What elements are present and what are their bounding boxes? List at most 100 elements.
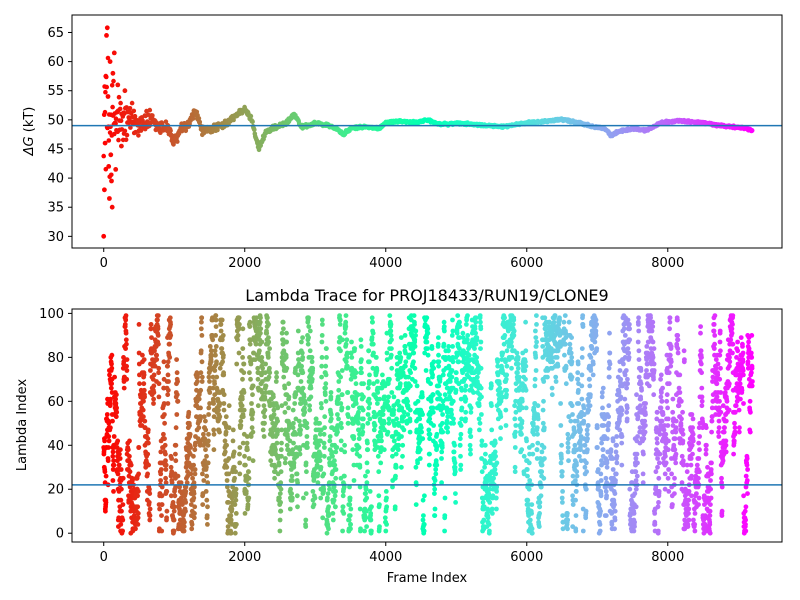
lambda-point: [509, 365, 514, 371]
lambda-point: [312, 495, 318, 501]
lambda-point: [345, 420, 351, 426]
lambda-point: [459, 416, 464, 422]
lambda-point: [303, 460, 309, 466]
lambda-point: [426, 427, 432, 433]
lambda-point: [109, 381, 114, 387]
lambda-point: [210, 337, 216, 343]
lambda-point: [297, 423, 303, 428]
lambda-point: [362, 528, 367, 534]
lambda-point: [234, 522, 239, 527]
lambda-point: [225, 524, 231, 529]
lambda-point: [300, 370, 306, 376]
delta-g-y-tick-label: 65: [47, 26, 64, 41]
lambda-point: [260, 365, 265, 371]
lambda-point: [172, 504, 177, 510]
lambda-point: [534, 322, 539, 327]
lambda-point: [191, 491, 197, 496]
lambda-point: [236, 350, 242, 356]
lambda-point: [479, 438, 485, 444]
delta-g-point: [749, 128, 755, 133]
lambda-point: [376, 469, 382, 475]
lambda-point: [420, 394, 425, 400]
lambda-point: [186, 409, 192, 415]
lambda-point: [431, 423, 436, 428]
lambda-point: [120, 517, 126, 523]
lambda-point: [388, 352, 394, 358]
delta-g-point: [105, 55, 111, 61]
lambda-point: [550, 359, 555, 365]
lambda-point: [151, 383, 157, 389]
lambda-point: [123, 337, 129, 343]
lambda-point: [570, 412, 575, 417]
lambda-point: [478, 326, 484, 332]
lambda-point: [557, 333, 563, 338]
lambda-point: [247, 341, 253, 347]
lambda-point: [345, 390, 351, 395]
lambda-point: [259, 355, 265, 360]
lambda-point: [309, 376, 315, 382]
delta-g-point: [131, 108, 137, 114]
lambda-point: [497, 381, 502, 387]
lambda-point: [477, 427, 482, 433]
lambda-point: [173, 458, 179, 464]
lambda-point: [448, 407, 454, 413]
delta-g-outlier-point: [122, 88, 128, 94]
delta-g-outlier-point: [101, 233, 107, 239]
lambda-point: [452, 460, 458, 466]
lambda-point: [364, 480, 370, 486]
lambda-point: [319, 405, 324, 411]
lambda-point: [163, 451, 168, 457]
lambda-point: [133, 526, 138, 532]
lambda-point: [295, 372, 301, 378]
lambda-point: [559, 442, 564, 448]
lambda-point: [217, 414, 223, 420]
lambda-point: [137, 381, 142, 387]
lambda-point: [427, 431, 433, 437]
lambda-point: [553, 374, 559, 380]
lambda-point: [417, 456, 423, 461]
lambda-point: [217, 429, 222, 435]
lambda-point: [406, 374, 411, 380]
lambda-point: [173, 484, 179, 490]
lambda-point: [462, 387, 468, 393]
lambda-point: [468, 447, 473, 453]
lambda-point: [446, 344, 451, 349]
lambda-point: [171, 517, 177, 523]
lambda-point: [278, 486, 284, 492]
lambda-point: [367, 489, 373, 494]
lambda-point: [127, 469, 133, 475]
lambda-point: [434, 445, 440, 450]
lambda-point: [103, 473, 109, 479]
lambda-point: [514, 350, 520, 356]
lambda-point: [284, 330, 289, 336]
lambda-point: [337, 322, 343, 327]
lambda-point: [452, 442, 457, 448]
lambda-point: [534, 425, 540, 431]
lambda-point: [203, 418, 208, 424]
lambda-point: [318, 401, 324, 406]
lambda-point: [445, 425, 450, 431]
lambda-point: [458, 462, 464, 468]
lambda-point: [203, 489, 209, 494]
lambda-point: [224, 442, 230, 448]
lambda-point: [459, 387, 465, 393]
lambda-point: [233, 491, 239, 496]
lambda-point: [473, 319, 479, 325]
lambda-point: [259, 339, 265, 345]
lambda-point: [428, 381, 433, 387]
lambda-point: [240, 440, 246, 446]
lambda-point: [364, 460, 370, 466]
lambda-point: [238, 423, 244, 428]
lambda-point: [147, 506, 153, 512]
lambda-point: [478, 339, 484, 345]
lambda-point: [178, 480, 184, 486]
lambda-point: [492, 467, 498, 472]
lambda-point: [567, 346, 573, 351]
lambda-point: [105, 458, 111, 464]
lambda-point: [515, 365, 521, 371]
lambda-point: [161, 401, 167, 406]
delta-g-point: [122, 128, 128, 134]
lambda-point: [401, 427, 407, 433]
lambda-point: [106, 445, 111, 450]
lambda-point: [531, 431, 537, 437]
